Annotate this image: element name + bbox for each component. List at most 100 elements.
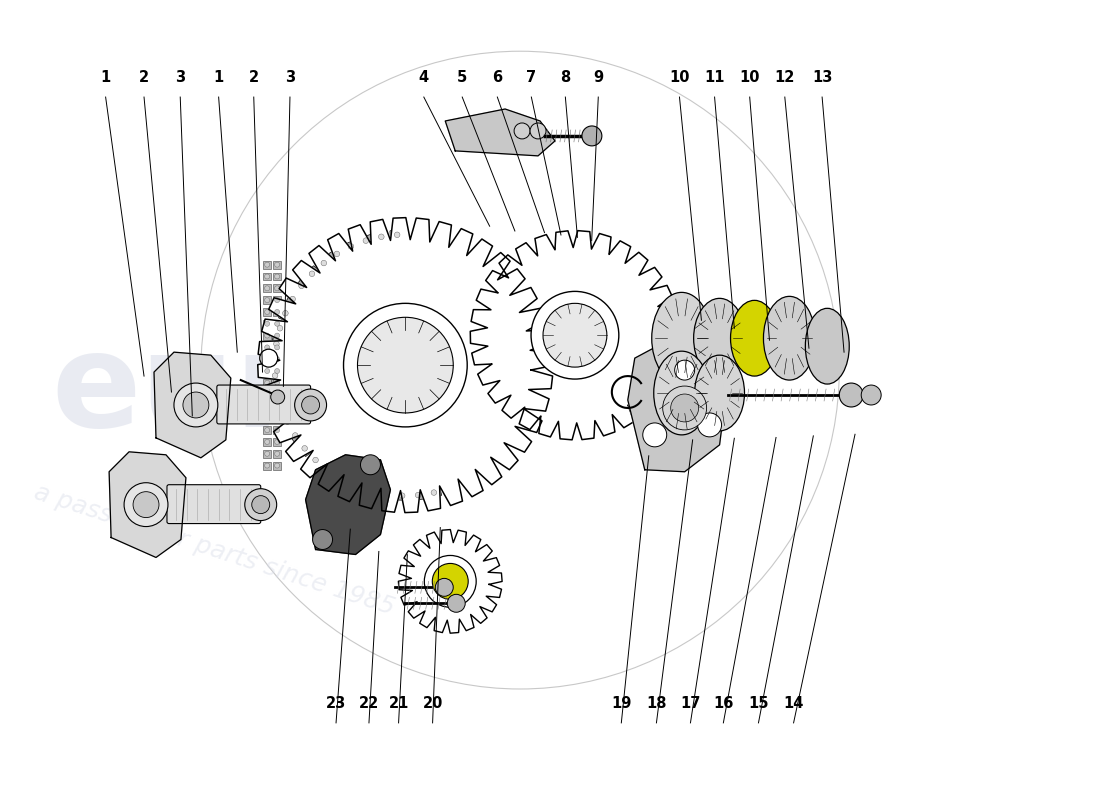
Text: 2: 2 [139, 70, 150, 85]
Circle shape [174, 383, 218, 427]
Text: 1: 1 [100, 70, 111, 85]
Circle shape [358, 318, 453, 413]
FancyBboxPatch shape [272, 384, 283, 399]
Circle shape [299, 283, 305, 289]
FancyBboxPatch shape [270, 353, 279, 366]
Bar [273, 273, 282, 281]
Circle shape [265, 428, 269, 433]
Circle shape [260, 349, 277, 367]
FancyBboxPatch shape [275, 399, 288, 414]
Circle shape [275, 333, 279, 338]
FancyBboxPatch shape [426, 486, 441, 498]
Text: 21: 21 [388, 696, 409, 711]
Circle shape [275, 357, 279, 362]
Polygon shape [628, 335, 727, 472]
Circle shape [674, 360, 694, 380]
Bar [273, 261, 282, 269]
FancyBboxPatch shape [217, 385, 310, 424]
Bar [263, 390, 271, 398]
Text: 22: 22 [359, 696, 380, 711]
Text: 2: 2 [249, 70, 258, 85]
Polygon shape [446, 109, 556, 156]
Polygon shape [398, 530, 502, 633]
Circle shape [275, 404, 279, 409]
Bar [273, 438, 282, 446]
FancyBboxPatch shape [320, 462, 336, 478]
Circle shape [293, 433, 298, 438]
FancyBboxPatch shape [167, 485, 261, 523]
Bar [263, 438, 271, 446]
Bar [263, 402, 271, 410]
FancyBboxPatch shape [333, 472, 350, 486]
FancyBboxPatch shape [297, 440, 312, 457]
Circle shape [349, 243, 354, 249]
Bar [273, 331, 282, 339]
Circle shape [283, 310, 288, 316]
Circle shape [265, 439, 269, 445]
Circle shape [531, 291, 619, 379]
Ellipse shape [694, 355, 745, 431]
Text: 19: 19 [612, 696, 631, 711]
Circle shape [367, 488, 373, 494]
Bar [273, 426, 282, 434]
Circle shape [339, 476, 344, 482]
Circle shape [265, 274, 269, 279]
FancyBboxPatch shape [288, 427, 302, 444]
Circle shape [273, 373, 278, 378]
FancyBboxPatch shape [363, 485, 378, 497]
Circle shape [431, 490, 437, 495]
Circle shape [265, 286, 269, 290]
Circle shape [662, 386, 706, 430]
Bar [263, 261, 271, 269]
Circle shape [265, 298, 269, 302]
FancyBboxPatch shape [294, 278, 309, 294]
FancyBboxPatch shape [358, 234, 374, 247]
Circle shape [642, 423, 667, 447]
Text: 5: 5 [458, 70, 468, 85]
Circle shape [530, 123, 546, 139]
Bar [273, 343, 282, 351]
Bar [273, 379, 282, 387]
Bar [263, 379, 271, 387]
Circle shape [275, 463, 279, 468]
Bar [273, 296, 282, 304]
Polygon shape [471, 230, 680, 440]
Circle shape [514, 123, 530, 139]
Circle shape [271, 390, 285, 404]
Circle shape [275, 298, 279, 302]
Text: 18: 18 [646, 696, 667, 711]
Polygon shape [109, 452, 186, 558]
Circle shape [353, 483, 359, 489]
Bar [263, 462, 271, 470]
Bar [273, 355, 282, 363]
Circle shape [861, 385, 881, 405]
FancyBboxPatch shape [395, 491, 409, 500]
Text: 12: 12 [774, 70, 795, 85]
Bar [263, 343, 271, 351]
Circle shape [278, 404, 284, 410]
Text: 16: 16 [713, 696, 734, 711]
Circle shape [275, 380, 279, 386]
Circle shape [275, 262, 279, 267]
Circle shape [265, 345, 269, 350]
FancyBboxPatch shape [410, 490, 426, 500]
Ellipse shape [763, 296, 815, 380]
Circle shape [265, 262, 269, 267]
Bar [263, 450, 271, 458]
Polygon shape [306, 455, 390, 554]
Bar [273, 367, 282, 375]
Circle shape [839, 383, 864, 407]
Circle shape [671, 394, 698, 422]
Circle shape [543, 303, 607, 367]
Text: 15: 15 [748, 696, 769, 711]
Polygon shape [257, 218, 553, 513]
Circle shape [183, 392, 209, 418]
Circle shape [395, 232, 400, 238]
Text: 23: 23 [326, 696, 346, 711]
Circle shape [275, 286, 279, 290]
Bar [263, 308, 271, 316]
Circle shape [312, 458, 318, 462]
Text: 11: 11 [704, 70, 725, 85]
Circle shape [301, 446, 307, 451]
Circle shape [265, 333, 269, 338]
